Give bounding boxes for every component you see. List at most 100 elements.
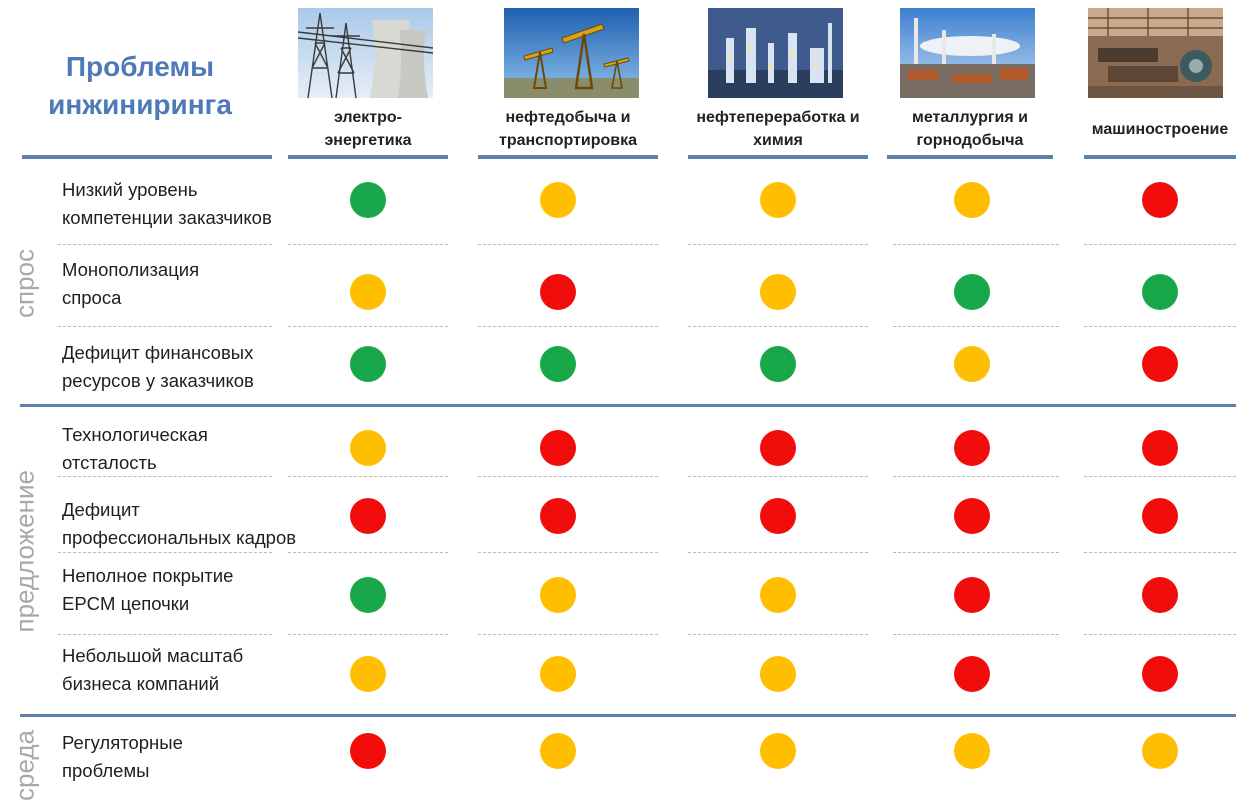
column-header-power: электро-энергетика: [324, 109, 412, 149]
row-divider: [478, 326, 658, 327]
row-divider: [1084, 634, 1236, 635]
title-line-1: Проблемы: [65, 51, 215, 82]
header-underline: [22, 155, 272, 159]
status-dot-red: [350, 498, 386, 534]
row-divider: [58, 476, 272, 477]
header-underline: [1084, 155, 1236, 159]
row-divider: [893, 244, 1059, 245]
refinery-image: [708, 8, 843, 98]
row-divider: [478, 634, 658, 635]
header-underline: [478, 155, 658, 159]
status-dot-red: [540, 498, 576, 534]
status-dot-red: [1142, 577, 1178, 613]
row-divider: [58, 244, 272, 245]
row-label: Неполное покрытие EPCM цепочки: [62, 562, 233, 618]
status-dot-yellow: [540, 577, 576, 613]
status-dot-yellow: [760, 733, 796, 769]
status-dot-red: [760, 498, 796, 534]
oil-pumps-image: [504, 8, 639, 98]
metallurgy-plant-image: [900, 8, 1035, 98]
column-header-metallurgy: металлургия и горнодобыча: [912, 109, 1028, 149]
row-divider: [478, 476, 658, 477]
group-divider: [20, 404, 1236, 407]
status-dot-yellow: [760, 656, 796, 692]
row-divider: [893, 552, 1059, 553]
row-label: Регуляторные проблемы: [62, 729, 183, 785]
status-dot-red: [1142, 346, 1178, 382]
status-dot-green: [540, 346, 576, 382]
row-divider: [58, 634, 272, 635]
status-dot-red: [350, 733, 386, 769]
status-dot-yellow: [954, 733, 990, 769]
row-divider: [288, 244, 448, 245]
row-label: Небольшой масштаб бизнеса компаний: [62, 642, 243, 698]
status-dot-green: [760, 346, 796, 382]
page-title: Проблемы инжиниринга: [40, 48, 240, 124]
row-divider: [478, 244, 658, 245]
status-dot-green: [350, 346, 386, 382]
status-dot-red: [540, 274, 576, 310]
row-divider: [893, 326, 1059, 327]
row-label: Технологическая отсталость: [62, 421, 208, 477]
row-divider: [1084, 476, 1236, 477]
row-label-line: Монополизация: [62, 259, 200, 280]
row-label: Низкий уровень компетенции заказчиков: [62, 176, 272, 232]
status-dot-green: [350, 182, 386, 218]
status-dot-yellow: [350, 430, 386, 466]
status-dot-red: [1142, 498, 1178, 534]
status-dot-red: [954, 430, 990, 466]
status-dot-red: [954, 656, 990, 692]
row-label-line: Дефицит финансовых: [62, 342, 254, 363]
row-divider: [478, 552, 658, 553]
row-divider: [58, 326, 272, 327]
status-dot-yellow: [540, 733, 576, 769]
row-label-line: Небольшой масштаб: [62, 645, 244, 666]
row-label-line: Неполное покрытие: [62, 565, 234, 586]
row-label: Дефицит профессиональных кадров: [62, 496, 296, 552]
status-dot-yellow: [540, 182, 576, 218]
row-label: Монополизация спроса: [62, 256, 199, 312]
status-dot-red: [760, 430, 796, 466]
row-label-line: Регуляторные: [62, 732, 183, 753]
column-header-machinery: машиностроение: [1091, 120, 1229, 138]
row-divider: [688, 634, 868, 635]
status-dot-green: [1142, 274, 1178, 310]
row-divider: [58, 552, 272, 553]
status-dot-red: [1142, 656, 1178, 692]
row-divider: [288, 634, 448, 635]
row-label-line: компетенции заказчиков: [62, 207, 272, 228]
status-dot-green: [954, 274, 990, 310]
status-dot-yellow: [350, 274, 386, 310]
row-label-line: проблемы: [62, 760, 150, 781]
status-dot-red: [954, 498, 990, 534]
status-dot-yellow: [760, 274, 796, 310]
row-label-line: Дефицит: [62, 499, 140, 520]
row-label-line: ресурсов у заказчиков: [62, 370, 254, 391]
status-dot-red: [1142, 430, 1178, 466]
status-dot-yellow: [954, 182, 990, 218]
row-label: Дефицит финансовых ресурсов у заказчиков: [62, 339, 254, 395]
row-divider: [893, 476, 1059, 477]
header-underline: [288, 155, 448, 159]
row-label-line: Технологическая: [62, 424, 208, 445]
row-divider: [1084, 244, 1236, 245]
status-dot-green: [350, 577, 386, 613]
status-dot-red: [540, 430, 576, 466]
row-divider: [688, 552, 868, 553]
row-divider: [688, 476, 868, 477]
status-dot-yellow: [1142, 733, 1178, 769]
group-label-environment: среда: [9, 730, 40, 801]
status-dot-yellow: [760, 577, 796, 613]
title-line-2: инжиниринга: [48, 89, 232, 120]
status-dot-yellow: [760, 182, 796, 218]
row-divider: [288, 552, 448, 553]
status-dot-yellow: [540, 656, 576, 692]
column-header-oil-production: нефтедобыча и транспортировка: [498, 109, 638, 149]
column-header-refining: нефтепереработка и химия: [696, 109, 860, 149]
row-divider: [288, 476, 448, 477]
row-divider: [288, 326, 448, 327]
group-label-supply: предложение: [9, 470, 40, 633]
row-divider: [1084, 552, 1236, 553]
row-label-line: спроса: [62, 287, 122, 308]
power-plant-image: [298, 8, 433, 98]
